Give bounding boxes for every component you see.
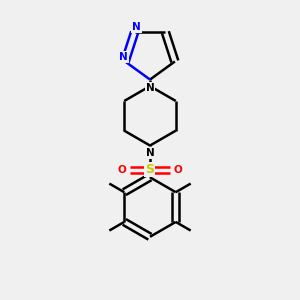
Text: S: S <box>146 164 154 176</box>
Text: O: O <box>118 165 127 175</box>
Text: N: N <box>146 83 154 93</box>
Text: N: N <box>146 148 154 158</box>
Text: N: N <box>119 52 128 62</box>
Text: N: N <box>132 22 141 32</box>
Text: O: O <box>173 165 182 175</box>
